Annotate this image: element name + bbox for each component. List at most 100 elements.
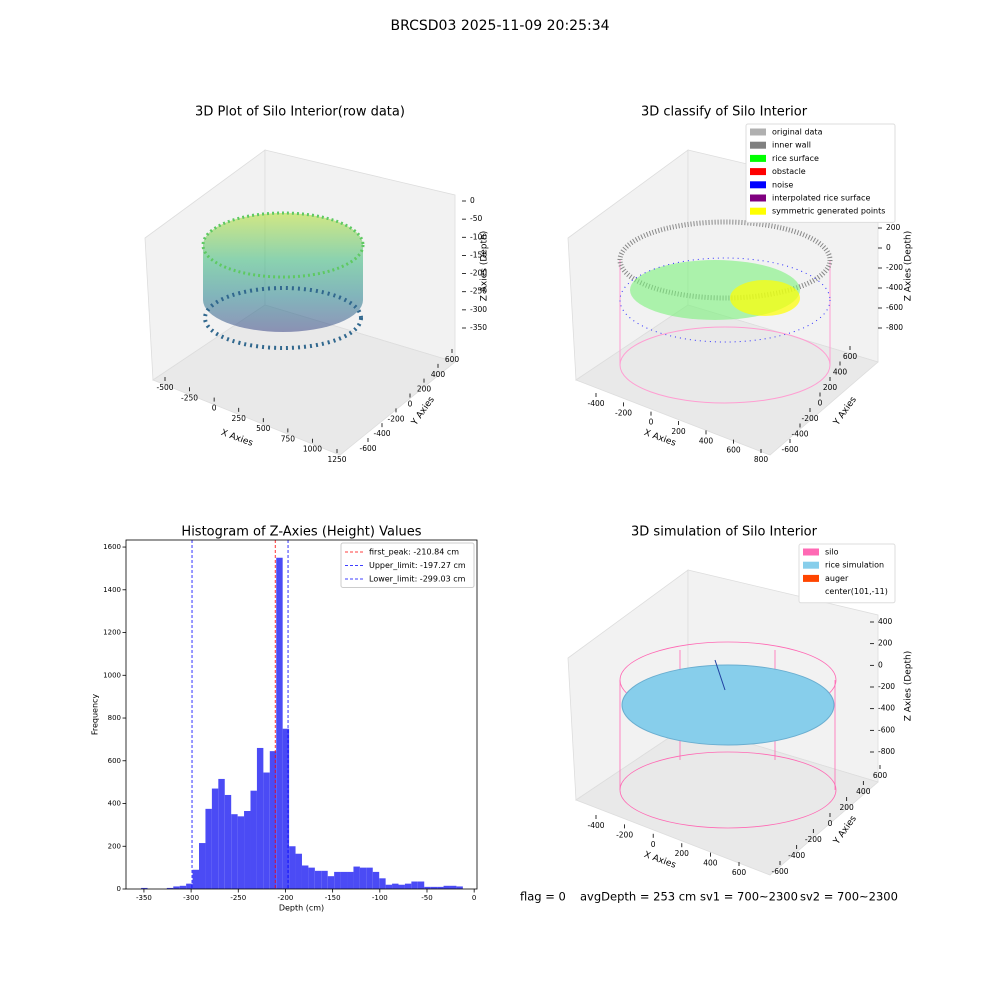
legend-label: inner wall	[772, 141, 811, 150]
x-tick-label: 400	[699, 436, 714, 445]
bar	[166, 887, 174, 889]
panel-4-box	[567, 569, 879, 876]
bar	[263, 772, 270, 889]
y-tick-label: 0	[818, 399, 823, 408]
legend-swatch	[803, 548, 819, 556]
z-tick-label: 200	[886, 223, 901, 232]
bar	[205, 808, 212, 889]
x-tick-label: -250	[181, 393, 198, 402]
legend-swatch	[803, 588, 819, 596]
y-tick-label: 200	[108, 842, 121, 850]
bar	[282, 728, 290, 889]
point-cloud	[203, 286, 363, 350]
x-tick-label: 1000	[303, 445, 322, 454]
y-axis-label: Frequency	[91, 694, 100, 736]
x-tick-label: -200	[615, 408, 632, 417]
z-tick-label: -300	[470, 305, 487, 314]
bar	[179, 885, 187, 889]
axes-frame	[125, 539, 478, 890]
x-tick-label: 800	[754, 455, 769, 464]
y-tick-label: 200	[417, 385, 432, 394]
y-tick-label: 200	[823, 383, 838, 392]
x-tick-label: 250	[232, 414, 247, 423]
legend-swatch	[803, 574, 819, 582]
legend-swatch	[750, 128, 766, 136]
bar	[430, 886, 438, 889]
bar	[231, 814, 238, 889]
z-tick-label: -150	[470, 250, 487, 259]
x-axis-label: Depth (cm)	[279, 904, 324, 913]
y-tick-label: 1600	[103, 543, 121, 551]
legend-label: Upper_limit: -197.27 cm	[369, 561, 466, 570]
legend-label: noise	[772, 180, 793, 189]
legend-swatch	[750, 194, 766, 202]
bar	[327, 876, 335, 889]
bar	[437, 886, 444, 889]
bar	[417, 881, 425, 889]
status-text: sv1 = 700~2300	[700, 890, 798, 904]
bar	[250, 790, 257, 889]
x-tick-label: 200	[675, 849, 690, 858]
x-tick-label: -250	[230, 894, 246, 902]
auger	[714, 659, 726, 691]
bar	[173, 886, 180, 889]
pane	[575, 304, 879, 456]
legend-box	[745, 123, 896, 223]
y-tick-label: 600	[445, 355, 460, 364]
y-tick-label: -600	[771, 867, 788, 876]
y-tick-label: 200	[840, 803, 855, 812]
z-tick-label: -400	[886, 283, 903, 292]
y-tick-label: 0	[117, 885, 121, 893]
y-tick-label: -200	[801, 414, 818, 423]
legend-swatch	[750, 141, 766, 149]
x-tick-label: -400	[587, 821, 604, 830]
x-tick-label: -150	[325, 894, 341, 902]
bar	[392, 883, 399, 889]
bar	[186, 883, 193, 889]
pane	[152, 304, 456, 456]
y-tick-label: 800	[108, 714, 121, 722]
x-tick-label: -300	[183, 894, 199, 902]
x-tick-label: -100	[372, 894, 388, 902]
x-tick-label: 0	[472, 894, 476, 902]
z-tick-label: -100	[470, 232, 487, 241]
panel-title: Histogram of Z-Axies (Height) Values	[181, 525, 421, 540]
z-tick-label: -600	[886, 303, 903, 312]
y-tick-label: 600	[873, 771, 888, 780]
status-text: flag = 0	[520, 890, 566, 904]
bar	[141, 887, 148, 889]
x-tick-label: 400	[703, 859, 718, 868]
bar	[211, 788, 219, 889]
bar	[456, 886, 463, 889]
x-tick-label: 0	[212, 404, 217, 413]
bar	[276, 557, 283, 889]
z-axis-label: Z Axies (Depth)	[904, 651, 914, 722]
legend-label: original data	[772, 128, 823, 137]
panel-title: 3D Plot of Silo Interior(row data)	[195, 105, 405, 120]
bar	[237, 816, 245, 889]
z-tick-label: -800	[878, 747, 895, 756]
bar	[199, 843, 206, 889]
bar	[398, 884, 405, 889]
x-tick-label: -200	[278, 894, 294, 902]
bar	[443, 885, 450, 889]
bar	[366, 867, 373, 889]
legend-label: obstacle	[772, 167, 806, 176]
y-tick-label: 1400	[103, 586, 121, 594]
z-tick-label: 0	[470, 196, 475, 205]
z-tick-label: -200	[886, 263, 903, 272]
z-tick-label: 400	[878, 617, 893, 626]
silo-wire	[619, 751, 837, 829]
bar	[269, 751, 277, 889]
bar	[424, 886, 431, 889]
y-tick-label: 0	[408, 400, 413, 409]
bar	[404, 883, 412, 889]
bar	[334, 871, 341, 889]
z-tick-label: 0	[878, 660, 883, 669]
status-text: sv2 = 700~2300	[800, 890, 898, 904]
y-tick-label: -600	[359, 444, 376, 453]
y-tick-label: -600	[781, 445, 798, 454]
legend-label: Lower_limit: -299.03 cm	[369, 575, 466, 584]
z-tick-label: -800	[886, 323, 903, 332]
bar	[340, 871, 348, 889]
